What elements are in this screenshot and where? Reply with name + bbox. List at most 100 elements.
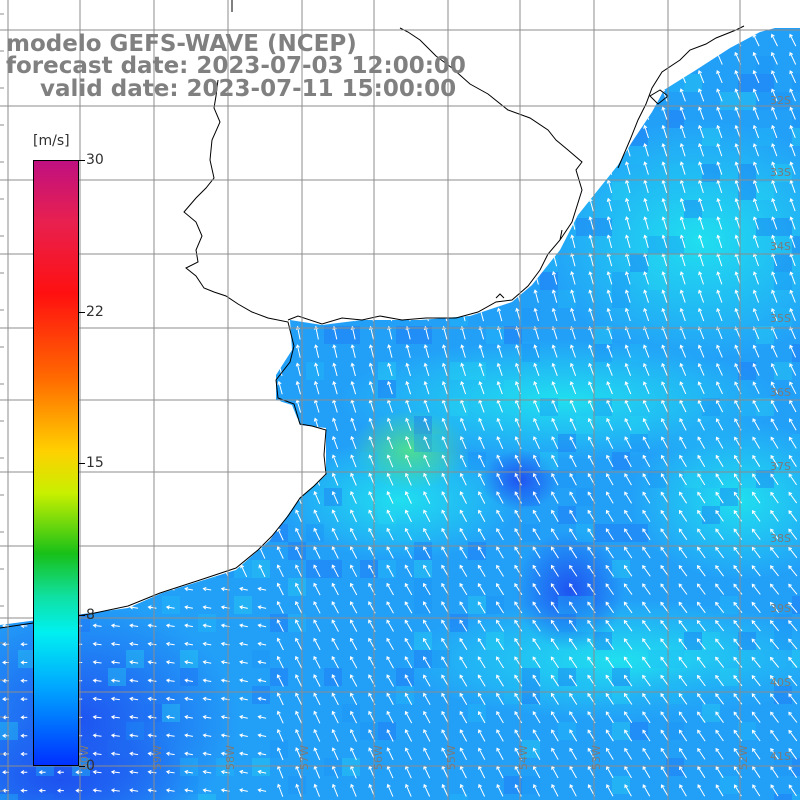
wind-arrow [314, 106, 319, 120]
pixel-block [180, 758, 198, 776]
wind-arrow [296, 270, 301, 285]
wind-arrow [147, 605, 157, 610]
wind-arrow [770, 454, 779, 467]
wind-arrow [202, 696, 212, 701]
wind-arrow [203, 490, 211, 505]
pixel-block [324, 146, 342, 164]
wind-arrow [752, 766, 761, 778]
wind-arrow [3, 289, 9, 304]
wind-arrow [643, 161, 649, 175]
wind-arrow [184, 769, 193, 775]
pixel-block [540, 28, 558, 38]
wind-arrow [386, 454, 394, 468]
wind-arrow [551, 472, 559, 486]
wind-arrow [22, 160, 27, 175]
wind-arrow [295, 692, 303, 706]
wind-arrow [184, 751, 193, 756]
wind-arrow [569, 692, 578, 705]
pixel-block [792, 236, 800, 254]
pixel-block [594, 344, 612, 362]
wind-arrow [478, 33, 485, 47]
wind-arrow [423, 509, 431, 523]
coastline [0, 0, 745, 629]
wind-arrow [678, 528, 688, 540]
wind-arrow [147, 769, 157, 775]
wind-arrow [789, 381, 797, 395]
wind-arrow [478, 234, 484, 249]
wind-arrow [165, 660, 175, 665]
wind-arrow [349, 564, 358, 577]
wind-arrow [770, 418, 779, 431]
wind-arrow [569, 454, 577, 468]
color-scale-tick: 15 [86, 455, 104, 471]
pixel-block [180, 398, 198, 416]
wind-arrow [147, 660, 157, 665]
pixel-block [702, 704, 720, 722]
wind-arrow [770, 491, 779, 504]
wind-arrow [186, 325, 191, 340]
wind-arrow [423, 601, 431, 614]
wind-arrow [20, 564, 27, 578]
pixel-block [108, 290, 126, 308]
wind-arrow [20, 545, 27, 559]
wind-arrow [387, 197, 392, 212]
longitude-label: 58W [224, 745, 237, 770]
wind-arrow [277, 417, 283, 431]
wind-arrow [94, 398, 100, 413]
wind-arrow [624, 289, 631, 303]
wind-arrow [3, 325, 8, 340]
wind-arrow [716, 197, 723, 212]
wind-arrow [569, 583, 578, 595]
wind-arrow [533, 142, 539, 157]
wind-arrow [606, 271, 613, 285]
wind-arrow [642, 784, 651, 797]
wind-arrow [131, 234, 137, 249]
wind-arrow [113, 362, 118, 377]
pixel-block [648, 650, 666, 668]
wind-arrow [771, 271, 778, 285]
pixel-block [0, 794, 18, 800]
wind-arrow [459, 454, 467, 468]
wind-arrow [642, 638, 651, 650]
wind-arrow [733, 546, 743, 559]
pixel-block [792, 74, 800, 92]
pixel-block [108, 668, 126, 686]
wind-arrow [131, 142, 136, 157]
wind-arrow [569, 564, 578, 577]
wind-arrow [130, 454, 137, 468]
wind-arrow [698, 307, 705, 322]
wind-arrow [202, 641, 212, 647]
wind-arrow [660, 509, 669, 522]
wind-arrow [697, 546, 706, 559]
pixel-block [0, 272, 18, 290]
wind-arrow [241, 252, 246, 267]
wind-arrow [296, 179, 301, 194]
wind-arrow [204, 252, 209, 267]
pixel-block [396, 128, 414, 146]
wind-arrow [423, 417, 430, 431]
wind-arrow [678, 693, 688, 705]
wind-arrow [295, 619, 303, 632]
wind-arrow [660, 601, 670, 614]
wind-arrow [110, 769, 120, 775]
wind-arrow [697, 528, 706, 540]
wind-arrow [295, 564, 303, 578]
wind-arrow [167, 454, 174, 468]
wind-arrow [442, 106, 448, 120]
wind-arrow [752, 216, 759, 230]
wind-arrow [368, 344, 375, 358]
wind-arrow [295, 344, 301, 358]
wind-arrow [386, 417, 393, 431]
wind-arrow [497, 124, 503, 139]
pixel-block [594, 218, 612, 236]
wind-arrow [679, 766, 687, 779]
pixel-block [414, 578, 432, 596]
wind-arrow [496, 69, 503, 84]
pixel-block [396, 254, 414, 272]
wind-arrow [532, 601, 541, 614]
wind-arrow [332, 252, 337, 267]
wind-arrow [204, 399, 210, 413]
wind-arrow [679, 417, 687, 431]
wind-arrow [113, 160, 118, 175]
